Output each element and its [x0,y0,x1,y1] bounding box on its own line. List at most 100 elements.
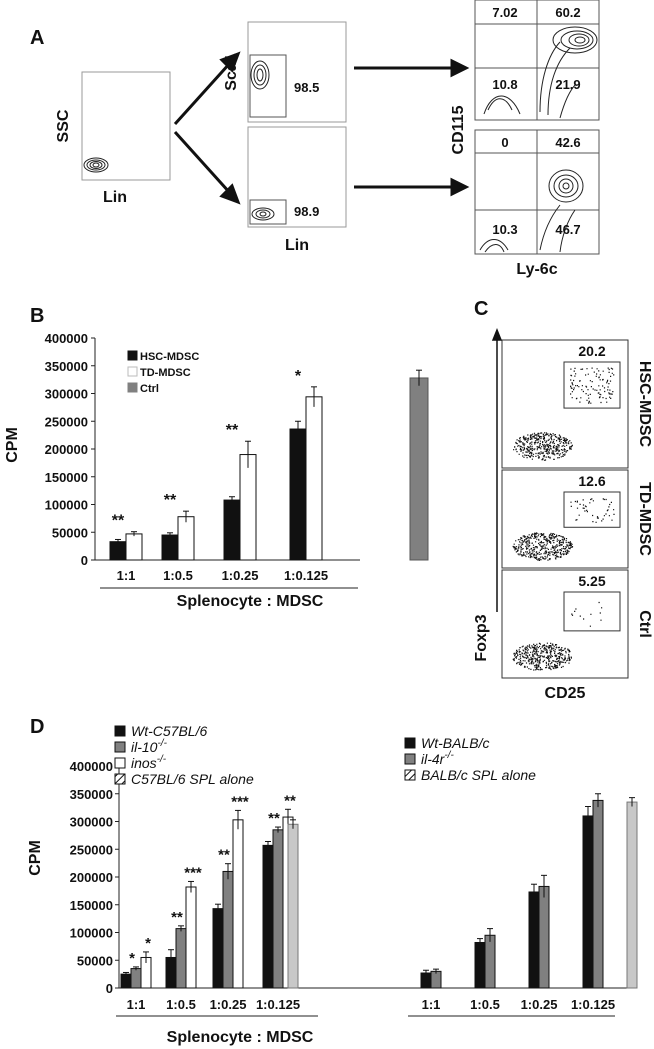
chart-d-significance: *** [231,793,249,810]
chart-b-bar [109,541,127,561]
chart-d-ytick-label: 250000 [70,842,113,857]
plot3-bottom-lr: 46.7 [555,222,580,237]
chart-d-category-label: 1:0.125 [256,997,300,1012]
panel-a-label: A [30,27,44,49]
plot3-top-ul: 7.02 [492,5,517,20]
chart-d-legend-label: Wt-BALB/c [421,735,489,751]
chart-b-ylabel: CPM [4,427,21,463]
chart-b-legend-label: Ctrl [140,383,159,395]
chart-d-ytick-label: 400000 [70,759,113,774]
chart-b-legend-swatch [127,382,138,393]
plot3-ylabel: CD115 [450,105,467,154]
plot2-ylabel: Sca1 [223,53,240,90]
chart-b-bar [305,396,323,561]
chart-d-legend-swatch [404,737,416,749]
plot3-top-lr: 21.9 [555,77,580,92]
chart-d-legend-name: il-4r [421,751,446,767]
chart-d-bar [212,908,224,989]
chart-d-ytick-label: 200000 [70,870,113,885]
chart-d-legend-label: il-10-/- [131,738,168,755]
chart-d-bar [185,886,197,989]
plot3-bottom-contour [479,169,584,253]
panel-b-label: B [30,305,44,327]
chart-b-significance: * [295,368,302,385]
chart-d-legend-name: inos [131,755,157,771]
chart-d-legend-label: Wt-C57BL/6 [131,723,207,739]
chart-d-legend-sup: -/- [444,750,454,761]
chart-d-legend-swatch [114,773,126,785]
arrows-plot2 [354,58,470,197]
chart-b-bar [289,428,307,561]
chart-d-bar [175,928,187,989]
chart-d-legend-label: BALB/c SPL alone [421,767,536,783]
chart-d-legend-sup: -/- [157,738,167,749]
plot2-bottom-contour [251,207,275,221]
chart-d-ylabel: CPM [27,840,44,876]
plot2-bottom-value: 98.9 [294,204,319,219]
chart-b-ytick-label: 400000 [45,331,88,346]
chart-d-significance: ** [284,792,296,809]
chart-d-ytick-label: 300000 [70,815,113,830]
chart-d-legend-label: il-4r-/- [421,750,454,767]
chart-d-category-label: 1:0.5 [166,997,196,1012]
plot2-bottom-gate [249,199,287,225]
chart-d-bar [272,829,284,989]
plot1-frame [81,71,171,181]
chart-d-legend-sup: -/- [157,754,167,765]
chart-d-control-bar [626,801,638,989]
panel-c-xlabel: CD25 [545,685,586,702]
chart-d-legend-name: BALB/c SPL alone [421,767,536,783]
chart-b-legend-label: TD-MDSC [140,367,191,379]
chart-d-legend-swatch [114,757,126,769]
chart-d-ytick-label: 100000 [70,926,113,941]
plot3-bottom-ll: 10.3 [492,222,517,237]
panel-c-frame [501,339,629,469]
chart-d-bar [538,885,550,989]
chart-d-ytick-label: 0 [106,981,113,996]
chart-d-category-label: 1:0.125 [571,997,615,1012]
plot2-top-value: 98.5 [294,80,319,95]
plot3-bottom-ur: 42.6 [555,135,580,150]
chart-d-control-bar [287,823,299,989]
chart-b-legend-swatch [127,366,138,377]
panel-c-gate [563,361,621,409]
plot2-top-gate [249,54,287,118]
chart-d-bar [232,819,244,989]
panel-c-label: C [474,298,488,320]
panel-c-frame [501,469,629,569]
chart-d-ytick-label: 50000 [77,953,113,968]
panel-d: D 0 50000 100000 150000 200000 250000 300000 35… [27,716,638,1046]
chart-d-category-label: 1:1 [127,997,146,1012]
chart-d-significance: * [145,935,151,952]
chart-d-bar [262,844,274,989]
chart-b-bar [223,499,241,561]
panel-d-label: D [30,716,44,738]
chart-d: 0 50000 100000 150000 200000 250000 300000 3500… [70,723,638,1017]
chart-d-ytick-label: 150000 [70,898,113,913]
chart-b-category-label: 1:0.25 [222,568,259,583]
plot3-bottom-ul: 0 [501,135,508,150]
chart-b-bar [239,454,257,561]
chart-d-ytick-label: 350000 [70,787,113,802]
chart-d-xlabel: Splenocyte : MDSC [167,1029,314,1046]
panel-c-row-label: TD-MDSC [636,482,653,556]
chart-b-category-label: 1:0.125 [284,568,328,583]
chart-b: 0 50000 100000 150000 200000 250000 300000 3500… [45,331,429,589]
chart-b-category-label: 1:0.5 [163,568,193,583]
chart-d-bar [528,891,540,989]
panel-c-gate [563,591,621,632]
chart-d-legend-name: C57BL/6 SPL alone [131,771,254,787]
chart-d-significance: ** [268,810,280,827]
chart-d-significance: ** [171,909,183,926]
chart-d-category-label: 1:1 [422,997,441,1012]
chart-d-bar [592,799,604,989]
chart-d-legend-name: Wt-C57BL/6 [131,723,207,739]
chart-b-ytick-label: 150000 [45,470,88,485]
plot3-top-ur: 60.2 [555,5,580,20]
chart-d-legend-label: C57BL/6 SPL alone [131,771,254,787]
chart-d-bar [130,968,142,989]
chart-d-legend-swatch [114,741,126,753]
chart-b-significance: ** [226,422,239,439]
panel-c-plots: 20.2 HSC-MDSC 12.6 TD-MDSC 5.25 Ctrl [501,339,653,679]
